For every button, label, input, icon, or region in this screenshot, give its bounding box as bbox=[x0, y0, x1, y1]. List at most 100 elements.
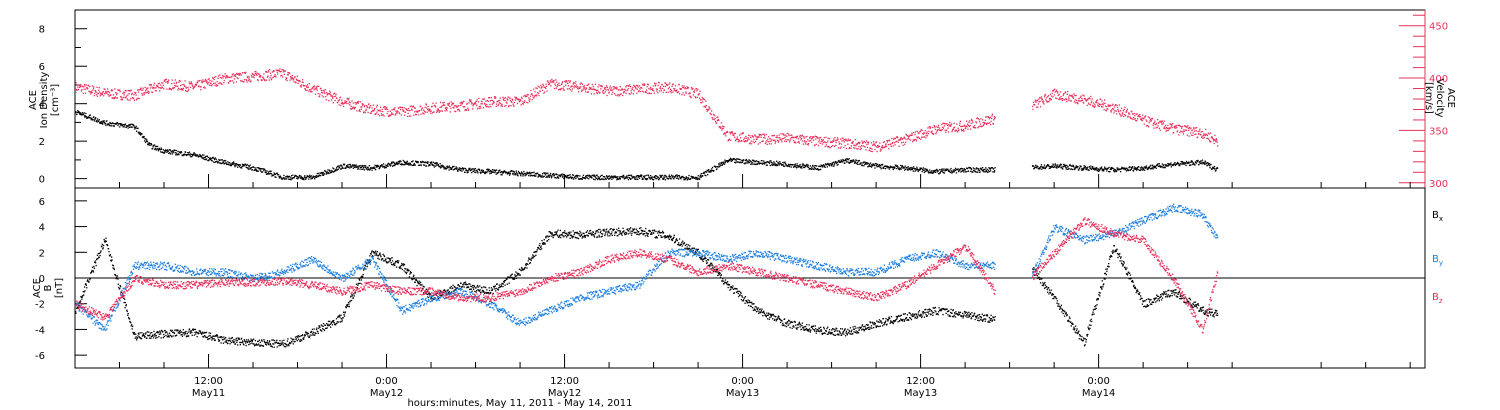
data-point bbox=[95, 94, 98, 96]
data-point bbox=[846, 158, 848, 160]
data-point bbox=[1133, 166, 1136, 168]
data-point bbox=[561, 174, 563, 176]
data-point bbox=[610, 175, 613, 177]
data-point bbox=[693, 91, 695, 93]
data-point bbox=[130, 126, 132, 128]
data-point bbox=[1038, 98, 1040, 100]
data-point bbox=[231, 74, 233, 76]
data-point bbox=[1115, 110, 1117, 112]
data-point bbox=[374, 168, 376, 170]
data-point bbox=[293, 81, 295, 83]
data-point bbox=[790, 166, 792, 168]
data-point bbox=[1148, 166, 1150, 168]
data-point bbox=[710, 171, 712, 173]
data-point bbox=[1193, 130, 1196, 132]
data-point bbox=[221, 83, 223, 85]
data-point bbox=[954, 169, 956, 172]
data-point bbox=[1062, 166, 1064, 168]
data-point bbox=[95, 117, 97, 119]
data-point bbox=[899, 139, 901, 141]
data-point bbox=[1077, 166, 1079, 168]
data-point bbox=[929, 126, 931, 128]
data-point bbox=[695, 178, 697, 180]
data-point bbox=[731, 159, 734, 162]
data-point bbox=[190, 82, 192, 84]
data-point bbox=[276, 69, 278, 71]
data-point bbox=[450, 168, 452, 171]
data-point bbox=[244, 164, 246, 166]
data-point bbox=[278, 177, 281, 179]
data-point bbox=[790, 163, 792, 166]
data-point bbox=[213, 76, 216, 79]
data-point bbox=[184, 153, 186, 155]
data-point bbox=[330, 99, 333, 101]
data-point bbox=[886, 141, 889, 143]
data-point bbox=[952, 169, 954, 171]
data-point bbox=[162, 82, 164, 84]
data-point bbox=[367, 106, 369, 109]
data-point bbox=[265, 171, 267, 174]
data-point bbox=[521, 172, 523, 174]
data-point bbox=[1213, 142, 1215, 145]
data-point bbox=[1124, 115, 1127, 117]
data-point bbox=[619, 93, 621, 95]
data-point bbox=[1124, 114, 1126, 116]
data-point bbox=[369, 168, 371, 170]
data-point bbox=[522, 103, 524, 105]
data-point bbox=[148, 144, 150, 146]
data-point bbox=[247, 80, 249, 82]
data-point bbox=[372, 109, 374, 112]
data-point bbox=[765, 162, 767, 164]
data-point bbox=[267, 172, 269, 174]
data-point bbox=[120, 96, 122, 98]
data-point bbox=[599, 178, 601, 181]
data-point bbox=[509, 173, 512, 175]
data-point bbox=[674, 90, 676, 92]
data-point bbox=[669, 90, 671, 92]
data-point bbox=[891, 142, 893, 144]
data-point bbox=[1210, 140, 1212, 143]
data-point bbox=[415, 113, 418, 116]
data-point bbox=[551, 78, 553, 81]
data-point bbox=[493, 96, 496, 98]
data-point bbox=[900, 137, 902, 140]
data-point bbox=[720, 162, 723, 165]
data-point bbox=[1057, 94, 1059, 96]
data-point bbox=[511, 98, 513, 100]
data-point bbox=[197, 156, 200, 158]
data-point bbox=[242, 165, 244, 167]
data-point bbox=[478, 105, 480, 108]
data-point bbox=[782, 161, 784, 164]
data-point bbox=[909, 135, 911, 137]
data-point bbox=[857, 142, 859, 144]
data-point bbox=[852, 140, 854, 143]
data-point bbox=[338, 100, 340, 102]
data-point bbox=[525, 101, 528, 104]
data-point bbox=[1115, 104, 1117, 106]
data-point bbox=[90, 93, 92, 95]
data-point bbox=[792, 164, 794, 166]
data-point bbox=[1126, 169, 1128, 171]
data-point bbox=[1088, 103, 1090, 105]
data-point bbox=[564, 174, 566, 177]
data-point bbox=[766, 161, 768, 163]
data-point bbox=[567, 176, 569, 178]
data-point bbox=[708, 106, 711, 108]
data-point bbox=[1041, 98, 1043, 100]
data-point bbox=[594, 83, 597, 85]
data-point bbox=[629, 177, 631, 179]
data-point bbox=[525, 95, 527, 97]
data-point bbox=[880, 166, 882, 168]
data-point bbox=[379, 166, 381, 168]
data-point bbox=[879, 142, 881, 144]
data-point bbox=[1206, 137, 1208, 140]
data-point bbox=[192, 87, 195, 89]
data-point bbox=[385, 108, 387, 110]
data-point bbox=[184, 85, 186, 87]
data-point bbox=[768, 161, 770, 164]
data-point bbox=[747, 160, 749, 163]
data-point bbox=[419, 109, 421, 112]
data-point bbox=[317, 176, 319, 178]
data-point bbox=[354, 166, 356, 169]
data-point bbox=[1086, 168, 1088, 170]
